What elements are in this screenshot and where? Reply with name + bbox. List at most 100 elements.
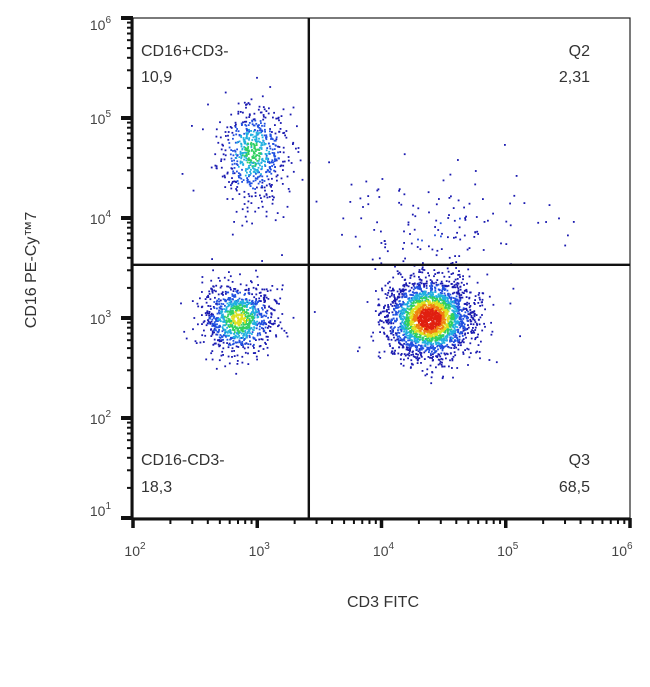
event-point bbox=[209, 321, 211, 324]
event-point bbox=[224, 290, 227, 293]
event-point bbox=[260, 186, 263, 189]
event-point bbox=[253, 311, 255, 314]
event-point bbox=[427, 303, 430, 306]
event-point bbox=[236, 309, 238, 311]
event-point bbox=[419, 296, 422, 298]
event-point bbox=[452, 318, 455, 321]
event-point bbox=[399, 291, 402, 294]
event-point bbox=[427, 323, 429, 325]
event-point bbox=[398, 335, 401, 338]
event-point bbox=[428, 211, 430, 214]
event-point bbox=[259, 129, 261, 132]
event-point bbox=[426, 331, 429, 333]
event-point bbox=[425, 316, 427, 319]
event-point bbox=[423, 302, 426, 304]
event-point bbox=[260, 295, 262, 297]
event-point bbox=[271, 202, 274, 205]
event-point bbox=[244, 351, 247, 354]
event-point bbox=[378, 314, 380, 316]
y-tick-exponent: 2 bbox=[105, 409, 111, 420]
event-point bbox=[439, 296, 441, 299]
event-point bbox=[246, 168, 249, 171]
event-point bbox=[220, 312, 223, 314]
event-point bbox=[237, 165, 240, 168]
event-point bbox=[258, 154, 260, 157]
event-point bbox=[442, 311, 445, 313]
event-point bbox=[464, 332, 467, 335]
event-point bbox=[280, 164, 283, 167]
event-point bbox=[451, 313, 454, 315]
event-point bbox=[425, 317, 428, 320]
event-point bbox=[245, 152, 248, 154]
event-point bbox=[252, 130, 255, 133]
event-point bbox=[412, 291, 415, 294]
event-point bbox=[237, 319, 239, 322]
event-point bbox=[415, 299, 417, 302]
event-point bbox=[263, 322, 266, 325]
event-point bbox=[428, 274, 430, 277]
event-point bbox=[218, 300, 221, 303]
event-point bbox=[403, 330, 405, 333]
event-point bbox=[415, 345, 418, 347]
event-point bbox=[402, 289, 405, 292]
event-point bbox=[405, 336, 407, 339]
event-point bbox=[267, 327, 269, 329]
event-point bbox=[242, 299, 244, 302]
event-point bbox=[245, 153, 248, 156]
event-point bbox=[248, 159, 251, 161]
event-point bbox=[267, 152, 270, 155]
event-point bbox=[236, 329, 239, 332]
event-point bbox=[229, 311, 231, 314]
event-point bbox=[422, 294, 425, 296]
event-point bbox=[412, 288, 415, 291]
event-point bbox=[215, 301, 218, 303]
event-point bbox=[482, 198, 484, 200]
event-point bbox=[441, 288, 444, 291]
event-point bbox=[453, 301, 456, 303]
event-point bbox=[460, 332, 463, 335]
event-point bbox=[261, 134, 263, 137]
event-point bbox=[456, 284, 459, 287]
event-point bbox=[354, 235, 357, 238]
event-point bbox=[448, 307, 451, 310]
event-point bbox=[458, 317, 461, 319]
event-point bbox=[456, 305, 458, 308]
event-point bbox=[206, 311, 209, 314]
event-point bbox=[218, 307, 221, 309]
event-point bbox=[405, 334, 408, 336]
event-point bbox=[417, 207, 420, 210]
event-point bbox=[241, 308, 244, 311]
event-point bbox=[216, 307, 218, 310]
event-point bbox=[215, 128, 218, 131]
event-point bbox=[413, 339, 416, 342]
event-point bbox=[413, 275, 416, 278]
event-point bbox=[243, 155, 246, 158]
event-point bbox=[409, 346, 412, 349]
event-point bbox=[261, 175, 264, 178]
event-point bbox=[446, 327, 449, 330]
event-point bbox=[421, 301, 423, 304]
event-point bbox=[462, 326, 465, 329]
event-point bbox=[414, 333, 417, 336]
event-point bbox=[234, 336, 237, 339]
event-point bbox=[431, 335, 434, 337]
event-point bbox=[234, 141, 237, 144]
event-point bbox=[214, 342, 217, 345]
event-point bbox=[269, 147, 272, 150]
event-point bbox=[256, 316, 259, 319]
event-point bbox=[431, 310, 433, 312]
event-point bbox=[419, 285, 421, 288]
event-point bbox=[256, 169, 259, 171]
event-point bbox=[451, 322, 454, 325]
event-point bbox=[447, 319, 449, 322]
event-point bbox=[439, 292, 442, 294]
event-point bbox=[262, 327, 265, 330]
event-point bbox=[456, 339, 459, 342]
event-point bbox=[285, 130, 288, 132]
event-point bbox=[426, 328, 429, 331]
event-point bbox=[239, 283, 242, 286]
event-point bbox=[226, 342, 228, 344]
event-point bbox=[239, 152, 242, 154]
event-point bbox=[400, 306, 403, 309]
event-point bbox=[247, 315, 250, 318]
